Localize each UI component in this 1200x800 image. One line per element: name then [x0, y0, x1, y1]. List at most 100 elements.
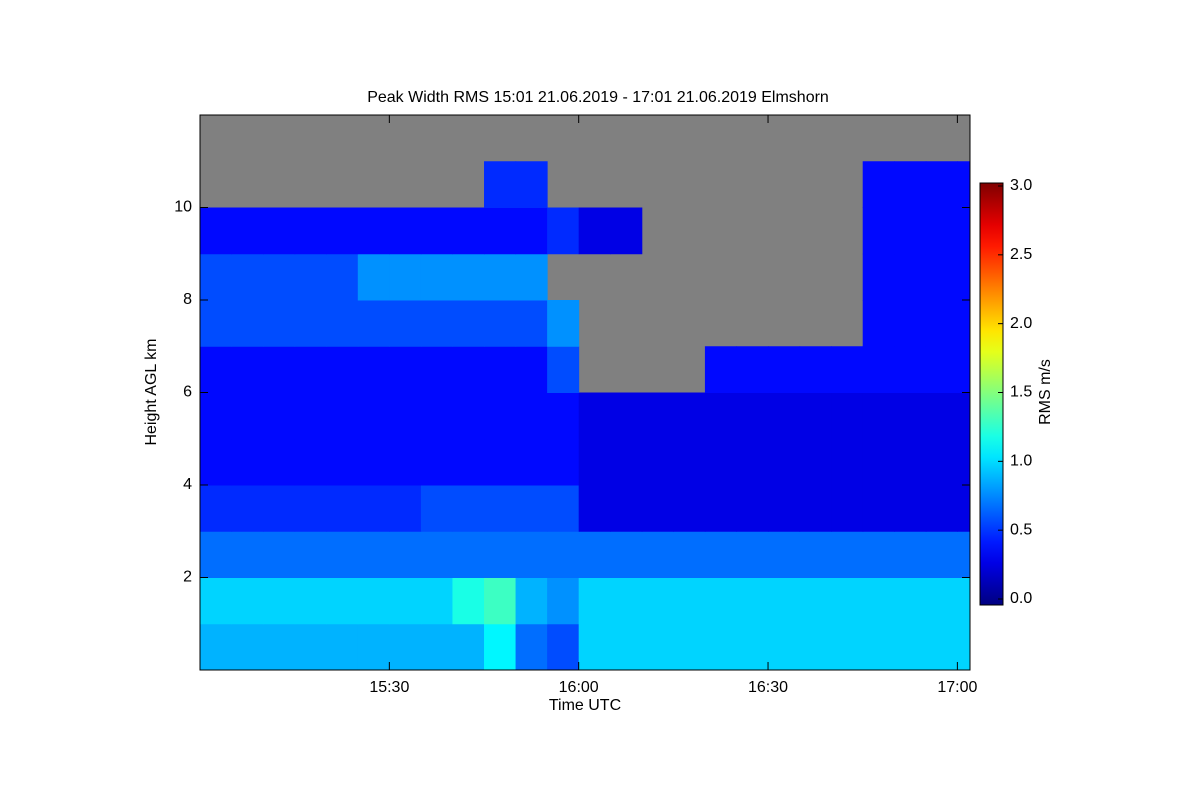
heatmap-cell: [357, 577, 390, 625]
heatmap-cell: [484, 392, 517, 440]
heatmap-cell: [799, 485, 832, 532]
heatmap-cell: [894, 623, 927, 671]
heatmap-cell: [200, 253, 233, 301]
heatmap-cell: [357, 531, 390, 578]
heatmap-cell: [673, 392, 706, 440]
heatmap-cell: [578, 485, 611, 532]
heatmap-cell: [326, 300, 359, 347]
heatmap-cell: [641, 623, 674, 671]
colorbar-tick-label: 1.5: [1010, 384, 1032, 401]
heatmap-cell: [294, 300, 327, 347]
heatmap-cell: [547, 346, 580, 393]
heatmap-cell: [420, 531, 453, 578]
heatmap-cell: [231, 392, 264, 440]
heatmap-cell: [294, 485, 327, 532]
heatmap-cell: [925, 253, 958, 301]
y-tick-label: 2: [183, 569, 192, 586]
heatmap-cell: [957, 161, 971, 208]
heatmap-cell: [326, 346, 359, 393]
x-tick-label: 16:00: [559, 679, 599, 696]
heatmap-cell: [294, 253, 327, 301]
heatmap-cell: [862, 346, 895, 393]
heatmap-cell: [736, 531, 769, 578]
heatmap-cell: [894, 300, 927, 347]
heatmap-cell: [484, 577, 517, 625]
heatmap-cell: [641, 438, 674, 486]
heatmap-cell: [894, 392, 927, 440]
heatmap-cell: [736, 346, 769, 393]
heatmap-cell: [799, 346, 832, 393]
heatmap-cell: [641, 392, 674, 440]
heatmap-cell: [547, 577, 580, 625]
heatmap-cell: [673, 438, 706, 486]
heatmap-cell: [263, 577, 296, 625]
heatmap-cell: [263, 207, 296, 255]
heatmap-cell: [673, 485, 706, 532]
heatmap-cell: [736, 438, 769, 486]
heatmap-cell: [294, 531, 327, 578]
heatmap-cell: [736, 485, 769, 532]
heatmap-cell: [515, 161, 548, 208]
heatmap-cell: [200, 300, 233, 347]
x-axis-label: Time UTC: [549, 697, 621, 714]
heatmap-cell: [389, 623, 422, 671]
heatmap-cell: [862, 577, 895, 625]
heatmap-cell: [547, 531, 580, 578]
heatmap-cell: [862, 485, 895, 532]
heatmap-cell: [420, 577, 453, 625]
heatmap-cell: [768, 485, 801, 532]
heatmap-cell: [610, 623, 643, 671]
heatmap-cell: [515, 577, 548, 625]
y-tick-label: 8: [183, 291, 192, 308]
heatmap-cell: [831, 577, 864, 625]
heatmap-cell: [768, 392, 801, 440]
heatmap-cell: [484, 300, 517, 347]
heatmap-cell: [294, 207, 327, 255]
heatmap-cell: [452, 392, 485, 440]
heatmap-cell: [925, 161, 958, 208]
heatmap-cell: [894, 438, 927, 486]
heatmap-cell: [610, 577, 643, 625]
heatmap-cell: [326, 531, 359, 578]
heatmap-cell: [862, 253, 895, 301]
heatmap-cell: [389, 438, 422, 486]
heatmap-cell: [200, 438, 233, 486]
heatmap-cell: [799, 531, 832, 578]
heatmap-cell: [420, 392, 453, 440]
heatmap-cell: [263, 346, 296, 393]
heatmap-cell: [673, 531, 706, 578]
heatmap-cell: [326, 485, 359, 532]
heatmap-cell: [515, 438, 548, 486]
heatmap-cell: [736, 623, 769, 671]
heatmap-cell: [231, 300, 264, 347]
x-tick-label: 17:00: [937, 679, 977, 696]
heatmap-cell: [894, 577, 927, 625]
heatmap-cell: [641, 577, 674, 625]
heatmap-cell: [420, 485, 453, 532]
heatmap-cell: [263, 531, 296, 578]
heatmap-cell: [200, 531, 233, 578]
heatmap-cell: [704, 438, 737, 486]
heatmap-cell: [389, 531, 422, 578]
heatmap-cell: [484, 485, 517, 532]
heatmap-cell: [420, 623, 453, 671]
heatmap-cell: [263, 253, 296, 301]
heatmap-cell: [831, 438, 864, 486]
colorbar: [979, 182, 1004, 606]
heatmap-cell: [799, 438, 832, 486]
heatmap-cell: [957, 300, 971, 347]
heatmap-cell: [326, 207, 359, 255]
heatmap-cell: [263, 485, 296, 532]
heatmap-cell: [768, 623, 801, 671]
heatmap-cell: [547, 623, 580, 671]
heatmap-cell: [957, 346, 971, 393]
heatmap-cell: [294, 577, 327, 625]
heatmap-cell: [610, 392, 643, 440]
heatmap-cell: [389, 207, 422, 255]
heatmap-cell: [263, 438, 296, 486]
heatmap-cell: [484, 161, 517, 208]
heatmap-cell: [862, 207, 895, 255]
heatmap-cell: [200, 346, 233, 393]
heatmap-cell: [294, 346, 327, 393]
heatmap-cell: [610, 531, 643, 578]
